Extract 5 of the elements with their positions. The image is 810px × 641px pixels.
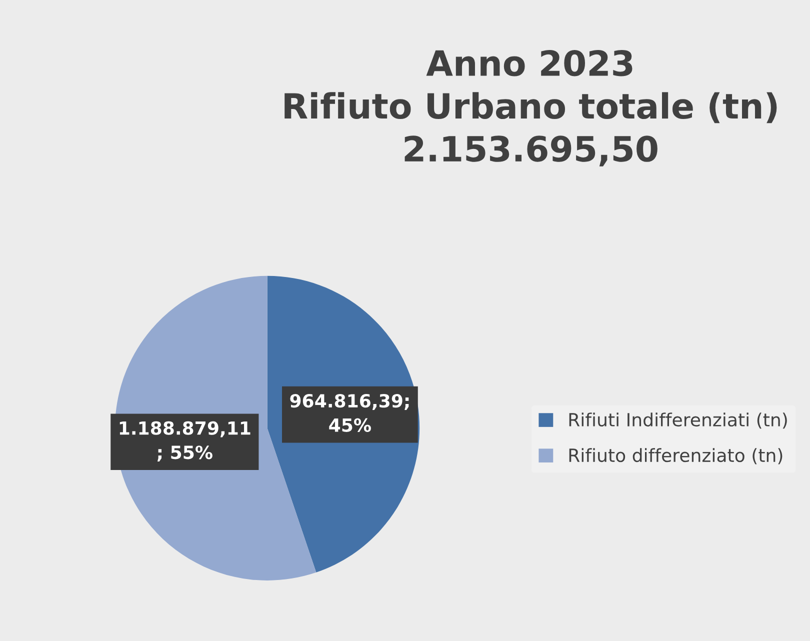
legend-label: Rifiuto differenziato (tn)	[569, 448, 782, 464]
data-label: 1.188.879,11 ; 55%	[120, 421, 250, 462]
chart-title: Anno 2023 Rifiuto Urbano totale (tn) 2.153.695,50	[284, 50, 777, 166]
legend-label: Rifiuti Indifferenziati (tn)	[569, 412, 787, 429]
data-label: 964.816,39; 45%	[290, 394, 409, 432]
